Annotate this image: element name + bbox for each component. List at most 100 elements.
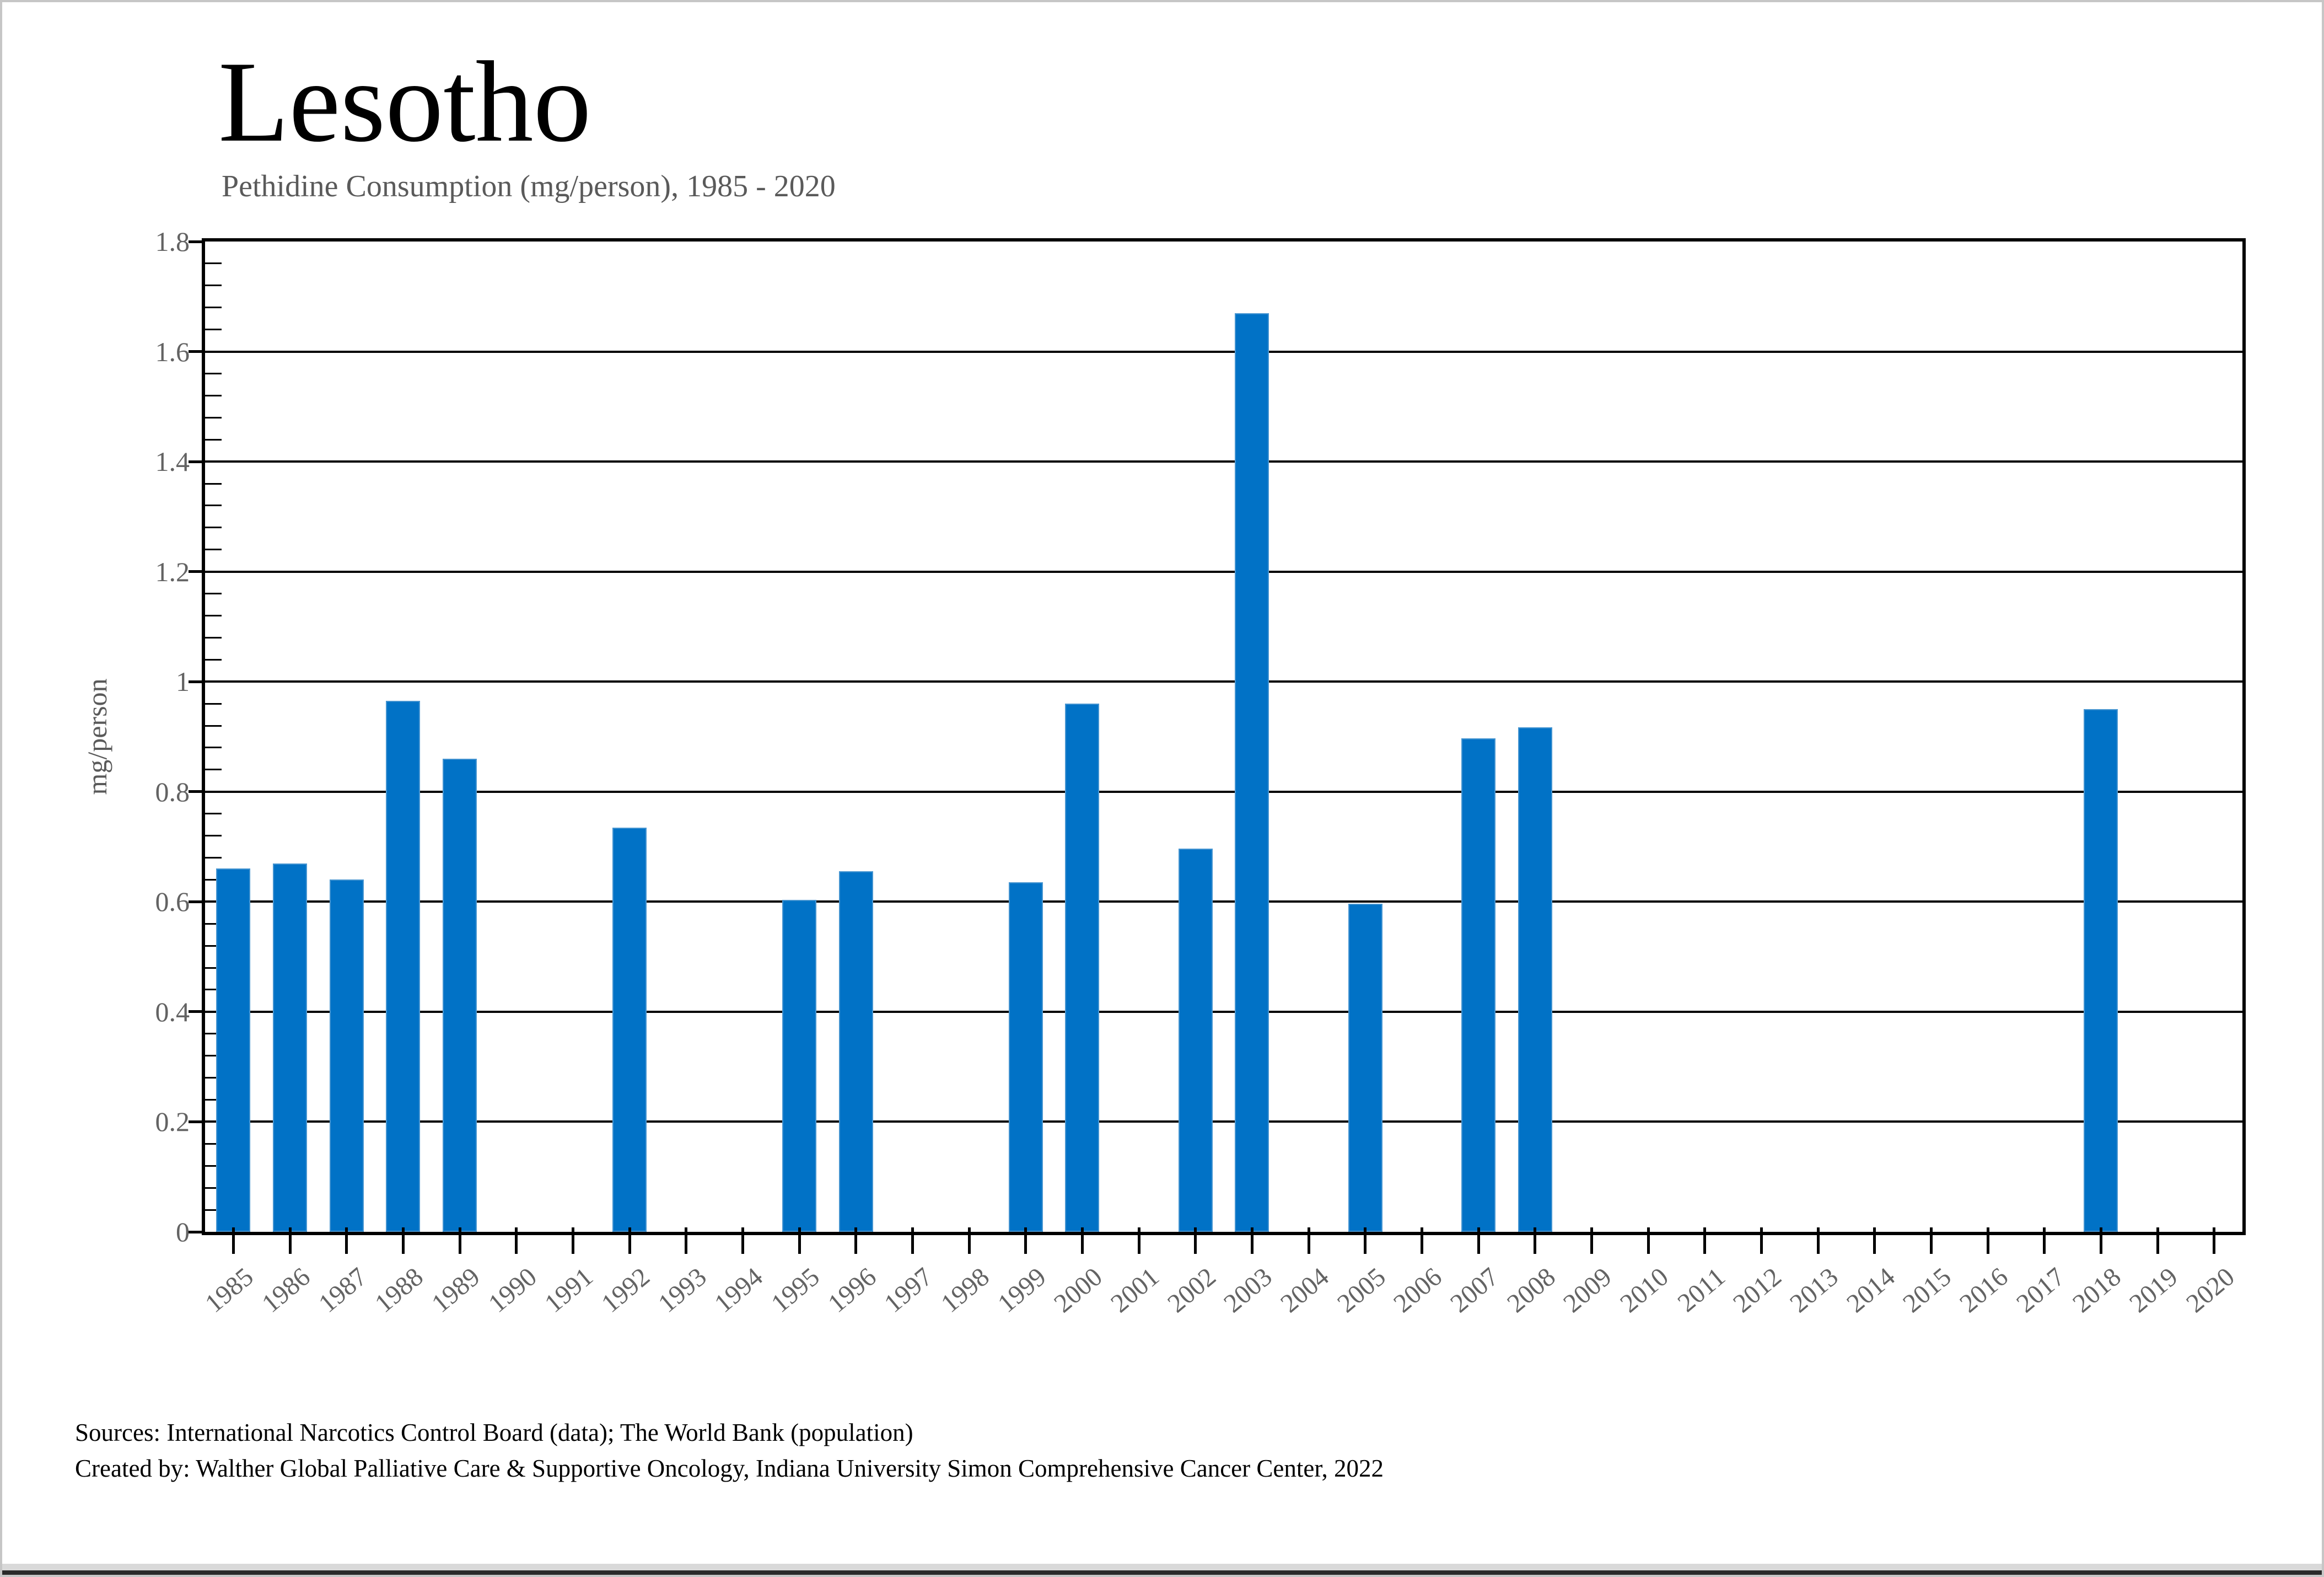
chart-subtitle: Pethidine Consumption (mg/person), 1985 …	[222, 169, 836, 203]
y-minor-tick	[205, 922, 222, 925]
y-minor-tick	[205, 1165, 222, 1167]
x-tick	[741, 1227, 744, 1254]
y-tick-label: 1	[176, 666, 190, 698]
bar	[443, 758, 477, 1232]
x-tick	[345, 1227, 348, 1254]
y-minor-tick	[205, 835, 222, 837]
x-tick-label: 2008	[1501, 1262, 1561, 1319]
y-minor-tick	[205, 1142, 222, 1145]
x-tick	[2043, 1227, 2046, 1254]
x-tick	[1307, 1227, 1310, 1254]
x-tick-label: 2006	[1388, 1262, 1448, 1319]
x-tick-label: 1996	[822, 1262, 882, 1319]
x-tick	[1364, 1227, 1367, 1254]
y-tick-label: 0.2	[155, 1106, 190, 1138]
x-tick-label: 2014	[1841, 1262, 1901, 1319]
x-tick-label: 2005	[1331, 1262, 1391, 1319]
y-minor-tick	[205, 329, 222, 331]
y-tick	[189, 240, 202, 243]
y-minor-tick	[205, 945, 222, 947]
x-tick	[1590, 1227, 1593, 1254]
x-tick-label: 1992	[596, 1262, 655, 1319]
y-tick-label: 0.8	[155, 776, 190, 807]
x-tick-label: 2013	[1784, 1262, 1844, 1319]
bar	[1461, 738, 1495, 1232]
x-tick	[1873, 1227, 1876, 1254]
x-tick-label: 2015	[1897, 1262, 1957, 1319]
y-minor-tick	[205, 702, 222, 705]
x-tick	[232, 1227, 235, 1254]
y-minor-tick	[205, 614, 222, 616]
y-minor-tick	[205, 725, 222, 727]
x-tick-label: 1989	[426, 1262, 486, 1319]
x-tick-label: 1991	[539, 1262, 599, 1319]
y-tick	[189, 570, 202, 573]
x-tick	[458, 1227, 461, 1254]
x-tick	[1477, 1227, 1480, 1254]
y-tick	[189, 460, 202, 463]
bottom-shadow	[2, 1570, 2322, 1575]
x-tick-label: 1990	[482, 1262, 542, 1319]
y-minor-tick	[205, 1033, 222, 1035]
y-minor-tick	[205, 1209, 222, 1211]
y-minor-tick	[205, 1077, 222, 1079]
x-tick-label: 1987	[313, 1262, 373, 1319]
y-tick	[189, 1120, 202, 1123]
x-tick	[1420, 1227, 1423, 1254]
x-tick	[2213, 1227, 2216, 1254]
y-minor-tick	[205, 769, 222, 771]
y-minor-tick	[205, 813, 222, 815]
footer-sources-line: Sources: International Narcotics Control…	[75, 1419, 913, 1446]
x-tick	[685, 1227, 688, 1254]
bar	[782, 900, 816, 1232]
x-tick	[401, 1227, 405, 1254]
x-tick-label: 2004	[1275, 1262, 1335, 1319]
x-tick	[1929, 1227, 1933, 1254]
x-tick-label: 2003	[1218, 1262, 1278, 1319]
x-tick-label: 2019	[2124, 1262, 2183, 1319]
x-tick	[1647, 1227, 1650, 1254]
x-tick	[628, 1227, 631, 1254]
y-tick	[189, 1010, 202, 1013]
bottom-border	[2, 1564, 2322, 1570]
y-minor-tick	[205, 1055, 222, 1057]
x-tick-label: 1997	[879, 1262, 939, 1319]
x-tick	[288, 1227, 292, 1254]
x-tick	[2156, 1227, 2159, 1254]
y-minor-tick	[205, 505, 222, 507]
bar	[1065, 704, 1100, 1232]
x-tick-label: 2001	[1105, 1262, 1165, 1319]
y-minor-tick	[205, 658, 222, 661]
bar	[612, 827, 647, 1232]
x-tick	[2099, 1227, 2102, 1254]
x-tick-label: 2007	[1445, 1262, 1504, 1319]
y-minor-tick	[205, 394, 222, 396]
y-minor-tick	[205, 636, 222, 639]
bar	[838, 871, 873, 1232]
x-tick	[1703, 1227, 1707, 1254]
x-tick	[1816, 1227, 1820, 1254]
x-tick-label: 1988	[369, 1262, 429, 1319]
y-tick	[189, 1230, 202, 1233]
x-tick-label: 1999	[992, 1262, 1052, 1319]
y-minor-tick	[205, 549, 222, 551]
y-tick	[189, 680, 202, 683]
y-tick-label: 1.2	[155, 556, 190, 587]
bar	[329, 879, 364, 1232]
x-tick-label: 2009	[1558, 1262, 1618, 1319]
x-tick	[1760, 1227, 1763, 1254]
footer: Sources: International Narcotics Control…	[75, 1415, 1384, 1487]
y-tick	[189, 350, 202, 353]
bar	[273, 863, 307, 1232]
y-minor-tick	[205, 878, 222, 881]
x-tick	[854, 1227, 858, 1254]
bar	[1008, 882, 1043, 1232]
x-tick-label: 1993	[652, 1262, 712, 1319]
x-tick-label: 2011	[1672, 1262, 1731, 1318]
y-tick-label: 1.6	[155, 336, 190, 367]
x-tick-label: 2012	[1728, 1262, 1788, 1319]
x-tick-label: 2000	[1048, 1262, 1109, 1319]
x-tick	[1080, 1227, 1084, 1254]
y-tick-label: 0	[176, 1216, 190, 1247]
x-tick	[967, 1227, 971, 1254]
